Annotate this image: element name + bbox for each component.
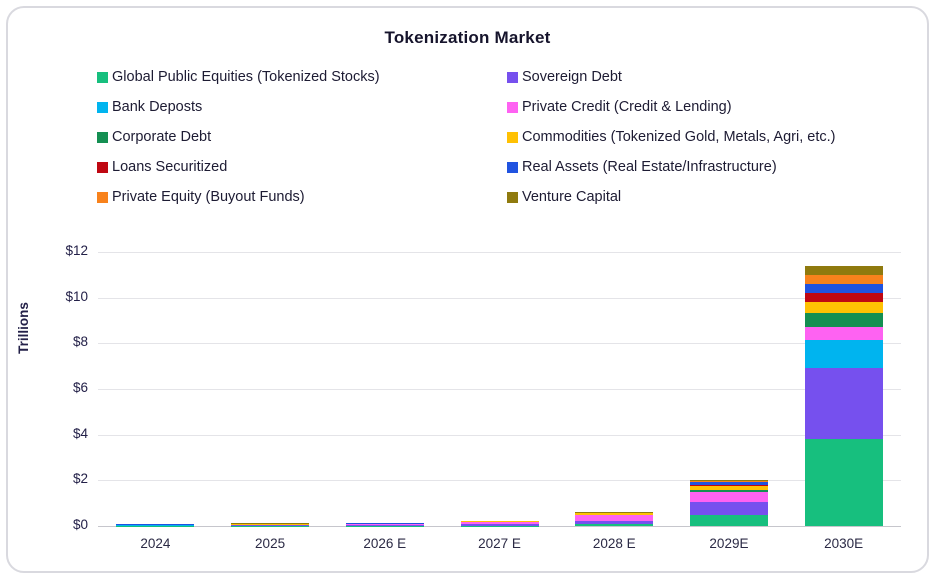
chart-legend: Global Public Equities (Tokenized Stocks… [97, 67, 907, 207]
bar-segment [345, 525, 424, 526]
legend-item-8: Real Assets (Real Estate/Infrastructure) [507, 157, 907, 177]
legend-item-3: Bank Deposts [97, 97, 507, 117]
bar-segment [689, 490, 768, 493]
x-tick-label: 2024 [140, 536, 171, 551]
bar-segment [804, 368, 883, 440]
bar-segment [689, 514, 768, 526]
x-axis-labels: 2024 2025 2026 E 2027 E 2028 E 2029E 2030E [98, 536, 901, 551]
x-tick-label: 2030E [824, 536, 864, 551]
stacked-bar-2025 [231, 523, 310, 526]
legend-item-7: Loans Securitized [97, 157, 507, 177]
bar-slot-2024 [98, 252, 213, 526]
legend-label: Commodities (Tokenized Gold, Metals, Agr… [522, 129, 836, 145]
bar-segment [804, 274, 883, 285]
bar-slot-2029E [672, 252, 787, 526]
bar-slot-2025 [213, 252, 328, 526]
legend-swatch-icon [507, 71, 518, 83]
y-tick-label: $12 [65, 243, 88, 258]
gridline [98, 434, 901, 436]
legend-item-6: Commodities (Tokenized Gold, Metals, Agr… [507, 127, 907, 147]
stacked-bar-2030E [804, 265, 883, 526]
legend-label: Real Assets (Real Estate/Infrastructure) [522, 159, 777, 175]
bar-segment [575, 513, 654, 515]
chart-card: Tokenization Market Global Public Equiti… [6, 6, 929, 573]
x-tick-label: 2029E [709, 536, 749, 551]
bar-segment [689, 502, 768, 515]
bar-segment [345, 524, 424, 525]
bar-segment [804, 265, 883, 275]
legend-label: Private Credit (Credit & Lending) [522, 99, 732, 115]
bar-segment [804, 327, 883, 340]
legend-swatch-icon [507, 101, 518, 113]
legend-label: Venture Capital [522, 189, 622, 205]
y-tick-label: $6 [72, 380, 88, 395]
bar-slot-2026E [327, 252, 442, 526]
legend-swatch-icon [97, 161, 108, 173]
legend-item-9: Private Equity (Buyout Funds) [97, 187, 507, 207]
gridline [98, 252, 901, 253]
stacked-bar-2026E [345, 522, 424, 526]
bar-segment [689, 481, 768, 482]
bar-segment [689, 492, 768, 502]
chart-title: Tokenization Market [384, 28, 551, 47]
legend-label: Private Equity (Buyout Funds) [112, 189, 305, 205]
stacked-bar-2029E [689, 480, 768, 526]
bar-segment [575, 524, 654, 526]
legend-swatch-icon [507, 131, 518, 143]
legend-label: Corporate Debt [112, 129, 212, 145]
stacked-bar-2024 [116, 523, 195, 526]
bar-segment [689, 485, 768, 491]
bar-segment [460, 522, 539, 525]
legend-item-10: Venture Capital [507, 187, 907, 207]
legend-item-2: Sovereign Debt [507, 67, 907, 87]
bar-segment [804, 293, 883, 303]
legend-swatch-icon [97, 191, 108, 203]
bar-segment [804, 284, 883, 294]
x-tick-label: 2027 E [478, 536, 521, 551]
legend-item-1: Global Public Equities (Tokenized Stocks… [97, 67, 507, 87]
legend-swatch-icon [97, 131, 108, 143]
bars [98, 252, 901, 526]
bar-segment [460, 524, 539, 526]
bar-slot-2030E [786, 252, 901, 526]
bar-segment [231, 524, 310, 525]
x-tick-label: 2028 E [592, 536, 636, 551]
gridline [98, 389, 901, 390]
legend-item-5: Corporate Debt [97, 127, 507, 147]
bar-slot-2027E [442, 252, 557, 526]
y-tick-label: $10 [65, 288, 88, 304]
bar-segment [575, 515, 654, 521]
gridline [98, 480, 901, 482]
bar-segment [689, 481, 768, 486]
y-tick-label: $0 [72, 517, 88, 532]
legend-swatch-icon [97, 71, 108, 83]
gridline [98, 297, 901, 299]
legend-swatch-icon [507, 191, 518, 203]
legend-label: Loans Securitized [112, 159, 228, 175]
bar-segment [804, 439, 883, 526]
legend-swatch-icon [97, 101, 108, 113]
y-tick-label: $2 [72, 471, 88, 487]
legend-label: Bank Deposts [112, 99, 203, 115]
bar-segment [804, 302, 883, 313]
legend-label: Global Public Equities (Tokenized Stocks… [112, 69, 380, 85]
stacked-bar-2028E [575, 512, 654, 526]
legend-item-4: Private Credit (Credit & Lending) [507, 97, 907, 117]
bar-segment [689, 480, 768, 482]
x-tick-label: 2025 [255, 536, 286, 551]
y-tick-label: $8 [72, 334, 88, 350]
stacked-bar-2027E [460, 520, 539, 526]
bar-segment [804, 339, 883, 369]
y-axis-title: Trillions [16, 302, 31, 354]
y-tick-label: $4 [72, 425, 88, 441]
bar-segment [804, 312, 883, 328]
legend-label: Sovereign Debt [522, 69, 622, 85]
gridline [98, 526, 901, 527]
bar-slot-2028E [557, 252, 672, 526]
legend-swatch-icon [507, 161, 518, 173]
bar-segment [575, 520, 654, 525]
gridline [98, 343, 901, 345]
x-tick-label: 2026 E [363, 536, 407, 551]
plot-area: $12 $10 $8 $6 $4 $2 $0 [65, 243, 901, 532]
